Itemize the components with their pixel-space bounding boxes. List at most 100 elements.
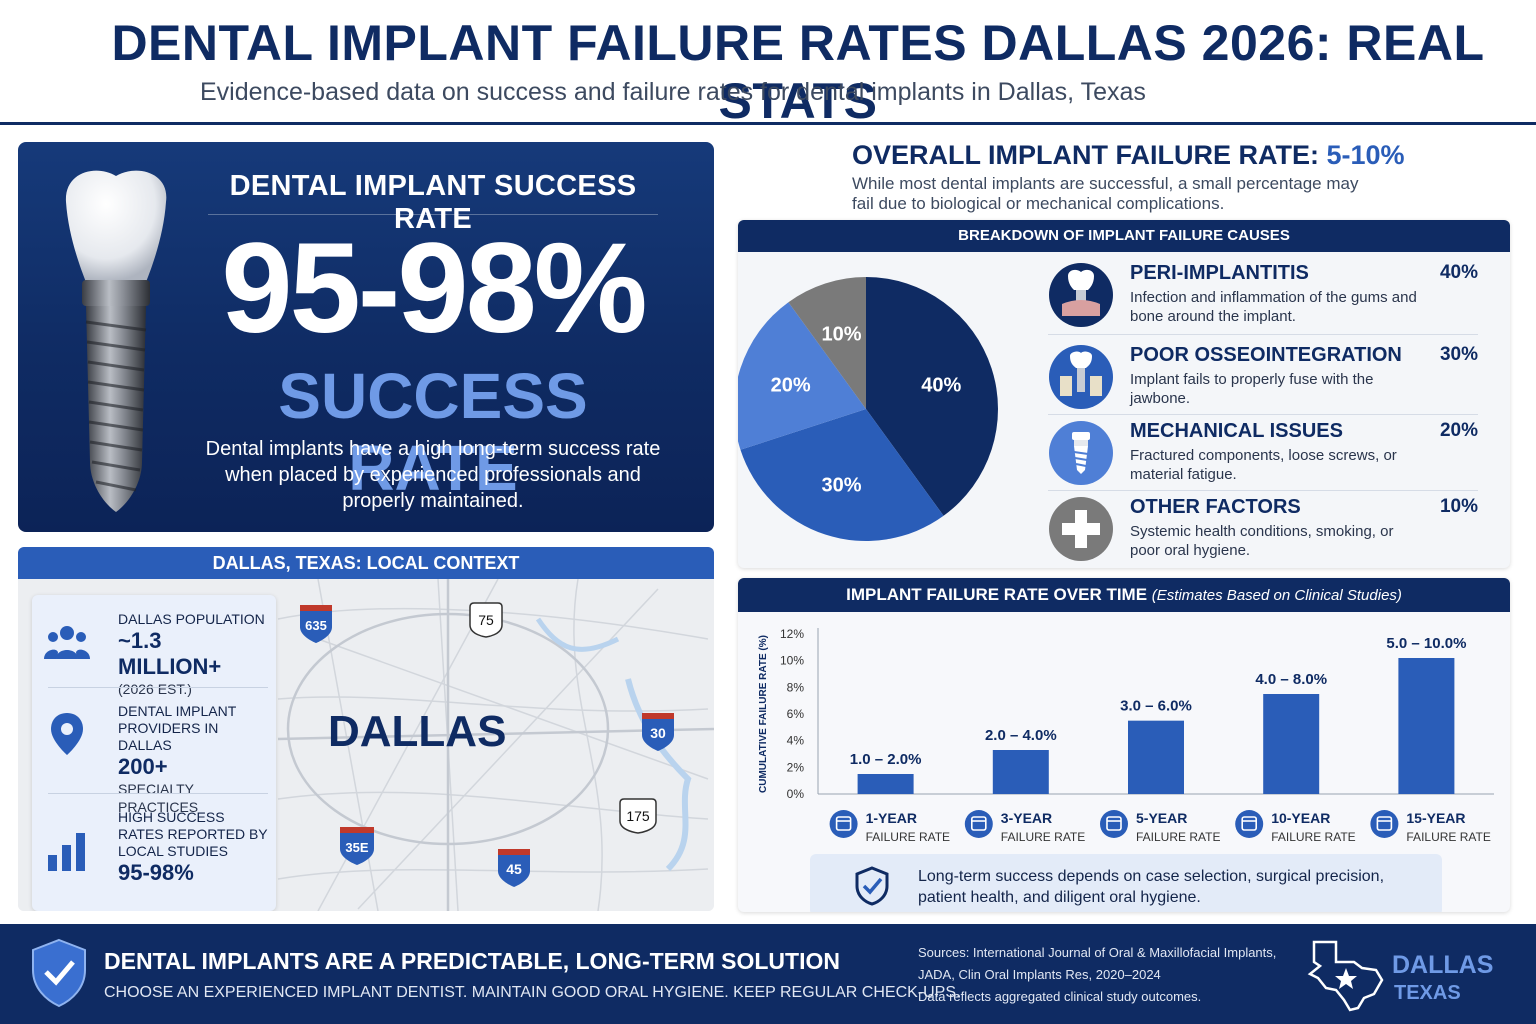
bar	[992, 750, 1049, 794]
implant-screw-icon	[1049, 421, 1113, 485]
bar-value-label: 4.0 – 8.0%	[1255, 671, 1327, 688]
cause-percent: 30%	[1439, 344, 1478, 365]
stat-label: DALLAS POPULATION	[118, 611, 265, 627]
cause-percent: 20%	[1439, 420, 1478, 441]
footer-subtitle: CHOOSE AN EXPERIENCED IMPLANT DENTIST. M…	[104, 984, 961, 1001]
failure-over-time-chart: CUMULATIVE FAILURE RATE (%) 0% 2% 4% 6% 8% 10%…	[758, 627, 1494, 844]
header-divider	[0, 122, 1536, 125]
svg-text:30: 30	[650, 725, 666, 741]
page-subtitle: Evidence-based data on success and failu…	[200, 78, 1146, 106]
shield-check-icon	[855, 866, 889, 906]
svg-text:635: 635	[305, 618, 327, 633]
stat-note: (2026 EST.)	[118, 681, 192, 697]
failure-causes-title: BREAKDOWN OF IMPLANT FAILURE CAUSES	[738, 220, 1510, 252]
overall-failure-title: OVERALL IMPLANT FAILURE RATE: 5-10%	[852, 140, 1405, 171]
stat-value: ~1.3 MILLION+	[118, 628, 222, 679]
bar	[857, 774, 914, 794]
source-line: Data reflects aggregated clinical study …	[918, 989, 1202, 1004]
cause-divider	[1048, 490, 1478, 491]
y-tick-label: 2%	[787, 760, 805, 774]
cause-divider	[1048, 414, 1478, 415]
cause-percent: 10%	[1439, 496, 1478, 517]
y-tick-label: 4%	[787, 734, 805, 748]
y-tick-label: 0%	[787, 787, 805, 801]
cause-other-factors: OTHER FACTORS 10% Systemic health condit…	[1048, 496, 1478, 566]
cause-description: Fractured components, loose screws, or m…	[1130, 447, 1397, 483]
source-line: Sources: International Journal of Oral &…	[918, 945, 1277, 960]
x-category-label: 1-YEAR	[866, 810, 917, 826]
stat-label: DENTAL IMPLANT PROVIDERS IN DALLAS	[118, 703, 236, 753]
failure-over-time-panel: IMPLANT FAILURE RATE OVER TIME (Estimate…	[738, 578, 1510, 912]
local-context-panel: DALLAS, TEXAS: LOCAL CONTEXT 635 75 30 3…	[18, 547, 714, 911]
footer-banner: DENTAL IMPLANTS ARE A PREDICTABLE, LONG-…	[0, 924, 1536, 1024]
cause-description: Implant fails to properly fuse with the …	[1130, 371, 1374, 407]
svg-text:75: 75	[478, 612, 494, 628]
source-line: JADA, Clin Oral Implants Res, 2020–2024	[918, 967, 1161, 982]
chart-title-note: (Estimates Based on Clinical Studies)	[1151, 587, 1402, 604]
highway-shields: 635 75 30 35E 45 175	[300, 602, 674, 887]
cause-description: Infection and inflammation of the gums a…	[1130, 289, 1417, 325]
page-title: DENTAL IMPLANT FAILURE RATES DALLAS 2026…	[111, 15, 1485, 129]
map-city-label: DALLAS	[328, 707, 507, 756]
bar	[1128, 720, 1184, 794]
x-category-sublabel: FAILURE RATE	[1406, 830, 1490, 844]
dallas-stats-card: DALLAS POPULATION ~1.3 MILLION+ (2026 ES…	[32, 595, 276, 911]
pie-slice-label: 30%	[822, 474, 862, 496]
y-axis-label: CUMULATIVE FAILURE RATE (%)	[758, 635, 769, 793]
cause-divider	[1048, 334, 1478, 335]
bar	[1398, 658, 1455, 794]
footer-city: DALLAS	[1392, 951, 1494, 979]
overall-failure-label: OVERALL IMPLANT FAILURE RATE:	[852, 140, 1319, 170]
y-tick-label: 12%	[780, 627, 804, 641]
stat-value: 200+	[118, 754, 168, 779]
pie-slice-label: 10%	[822, 324, 862, 346]
stat-providers: DENTAL IMPLANT PROVIDERS IN DALLAS 200+ …	[32, 697, 276, 815]
failure-causes-pie: 40% 30% 20% 10%	[738, 277, 998, 541]
x-category-label: 10-YEAR	[1271, 810, 1330, 826]
chart-footnote-box: Long-term success depends on case select…	[810, 854, 1442, 912]
chart-title: IMPLANT FAILURE RATE OVER TIME	[846, 585, 1148, 604]
success-rate-label: SUCCESS RATE	[278, 360, 588, 504]
local-context-title: DALLAS, TEXAS: LOCAL CONTEXT	[18, 547, 714, 579]
inflamed-gum-implant-icon	[1049, 263, 1113, 327]
stat-value: 95-98%	[118, 860, 194, 885]
svg-text:45: 45	[506, 861, 522, 877]
bar-value-label: 3.0 – 6.0%	[1120, 698, 1192, 715]
stat-divider	[48, 793, 268, 794]
footer-state: TEXAS	[1394, 982, 1461, 1004]
cause-name: PERI-IMPLANTITIS	[1130, 262, 1309, 284]
pie-slice	[740, 409, 944, 541]
success-divider	[208, 214, 658, 215]
footer-sources: Sources: International Journal of Oral &…	[918, 942, 1298, 1008]
cause-description: Systemic health conditions, smoking, or …	[1130, 523, 1394, 559]
pie-slice	[788, 277, 866, 409]
x-category-sublabel: FAILURE RATE	[1001, 830, 1085, 844]
medical-cross-icon	[1049, 497, 1113, 561]
x-category-sublabel: FAILURE RATE	[1136, 830, 1220, 844]
cause-poor-osseointegration: POOR OSSEOINTEGRATION 30% Implant fails …	[1048, 344, 1478, 416]
shield-check-icon	[32, 938, 86, 1008]
cause-peri-implantitis: PERI-IMPLANTITIS 40% Infection and infla…	[1048, 262, 1478, 334]
x-category-label: 15-YEAR	[1406, 810, 1465, 826]
x-category-label: 3-YEAR	[1001, 810, 1052, 826]
svg-text:175: 175	[626, 808, 650, 824]
success-percentage: 95-98%	[221, 217, 647, 360]
cause-percent: 40%	[1439, 262, 1478, 283]
success-heading: DENTAL IMPLANT SUCCESS RATE	[229, 170, 637, 235]
texas-star-icon	[1307, 940, 1384, 1012]
y-tick-label: 8%	[787, 680, 805, 694]
calendar-icon	[964, 810, 993, 838]
y-tick-label: 6%	[787, 707, 805, 721]
jawbone-implant-icon	[1049, 345, 1113, 409]
failure-causes-panel: BREAKDOWN OF IMPLANT FAILURE CAUSES 40% 3…	[738, 220, 1510, 568]
calendar-icon	[829, 810, 858, 838]
svg-text:35E: 35E	[345, 840, 368, 855]
calendar-icon	[1100, 810, 1128, 838]
cause-mechanical-issues: MECHANICAL ISSUES 20% Fractured componen…	[1048, 420, 1478, 490]
overall-failure-value: 5-10%	[1326, 140, 1405, 170]
bar	[1263, 694, 1320, 794]
x-category-label: 5-YEAR	[1136, 810, 1187, 826]
people-icon	[44, 626, 90, 659]
bar-value-label: 5.0 – 10.0%	[1386, 635, 1466, 652]
cause-name: POOR OSSEOINTEGRATION	[1130, 344, 1402, 366]
